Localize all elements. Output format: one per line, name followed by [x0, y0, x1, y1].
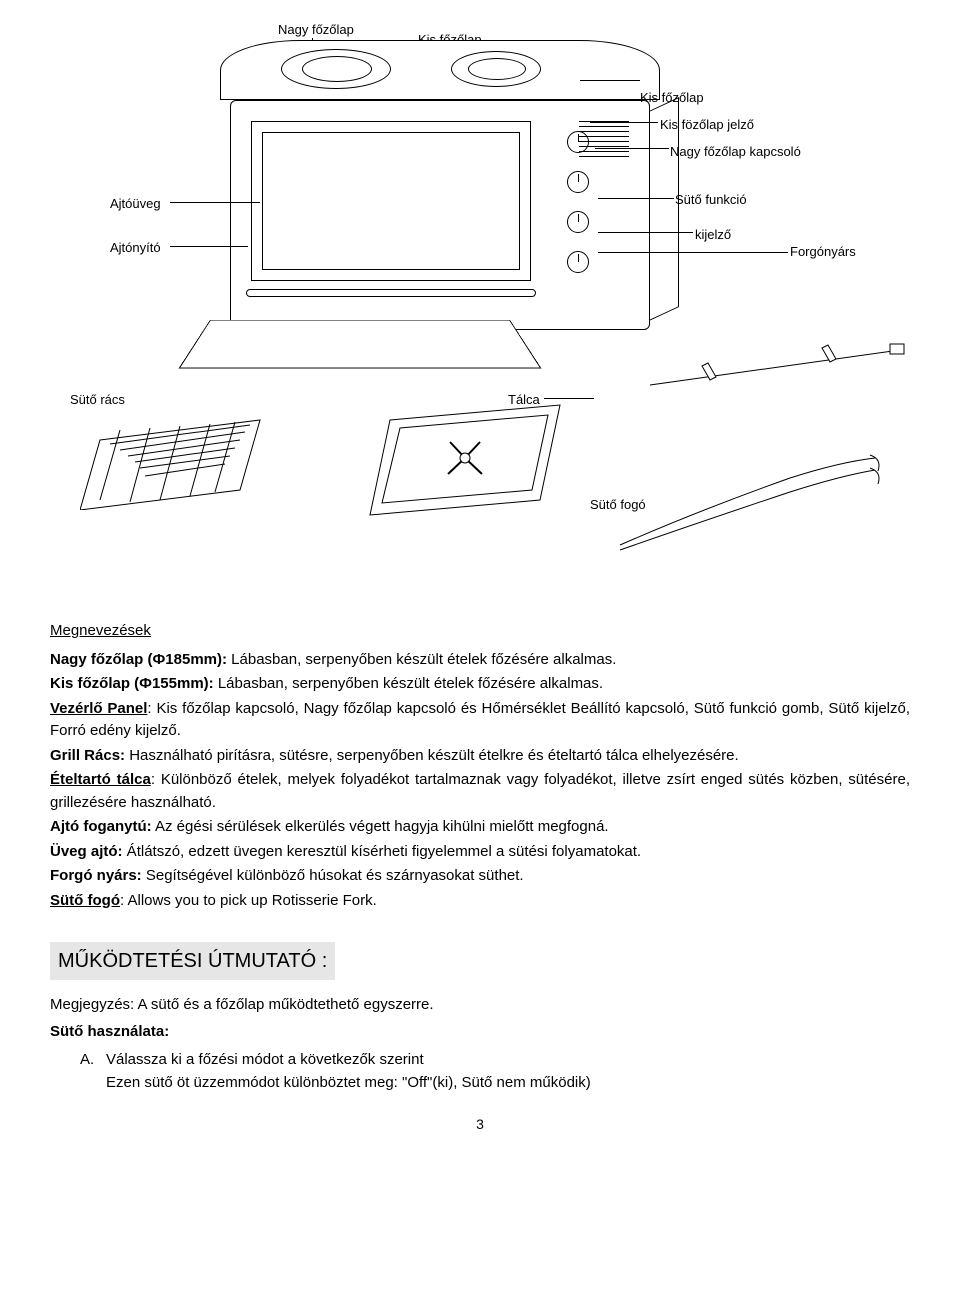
term-grill-racs: Grill Rács: [50, 747, 125, 764]
text-uveg-ajto: Átlátszó, edzett üvegen keresztül kísérh… [123, 843, 642, 860]
oven-door-open [179, 320, 542, 368]
control-knob-icon [567, 171, 589, 193]
text-forgo-nyars: Segítségével különböző húsokat és szárny… [142, 867, 524, 884]
term-nagy-fozolap: Nagy főzőlap (Ф185mm): [50, 651, 227, 668]
leader-line [170, 202, 260, 203]
usage-title: Sütő használata: [50, 1021, 910, 1044]
term-forgo-nyars: Forgó nyárs: [50, 867, 142, 884]
leader-line [598, 232, 693, 233]
text-eteltarto-talca: : Különböző ételek, melyek folyadékot ta… [50, 771, 910, 811]
text-nagy-fozolap: Lábasban, serpenyőben készült ételek főz… [227, 651, 616, 668]
leader-line [590, 122, 658, 123]
leader-line [170, 246, 248, 247]
term-vezerlo-panel: Vezérlő Panel [50, 700, 147, 717]
text-grill-racs: Használható pirításra, sütésre, serpenyő… [125, 747, 739, 764]
control-knob-icon [567, 251, 589, 273]
names-heading: Megnevezések [50, 620, 910, 643]
oven-top-surface [220, 40, 660, 100]
guide-note: Megjegyzés: A sütő és a főzőlap működtet… [50, 994, 910, 1017]
label-kis-fozolap-right: Kis főzőlap [640, 88, 704, 108]
diagram-area: Nagy főzőlap Kis főzőlap Burkolat [50, 20, 910, 610]
text-ajto-fogantyu: Az égési sérülések elkerülés végett hagy… [152, 818, 609, 835]
desc-nagy-fozolap: Nagy főzőlap (Ф185mm): Lábasban, serpeny… [50, 649, 910, 672]
label-forgo-nyars: Forgónyárs [790, 242, 856, 262]
leader-line [580, 80, 640, 81]
small-burner-icon [451, 51, 541, 87]
rotisserie-spit-icon [640, 340, 910, 400]
text-suto-fogo: : Allows you to pick up Rotisserie Fork. [120, 892, 377, 909]
label-suto-racs: Sütő rács [70, 390, 125, 410]
desc-ajto-fogantyu: Ajtó foganytú: Az égési sérülések elkerü… [50, 816, 910, 839]
term-uveg-ajto: Üveg ajtó: [50, 843, 123, 860]
leader-line [598, 252, 788, 253]
label-kijelzo: kijelző [695, 225, 731, 245]
oven-body [230, 100, 650, 330]
text-kis-fozolap: Lábasban, serpenyőben készült ételek főz… [214, 675, 603, 692]
vent-slots-icon [579, 121, 629, 161]
item-a-line1: Válassza ki a főzési módot a következők … [106, 1049, 591, 1072]
oven-window [251, 121, 531, 281]
leader-line [598, 198, 674, 199]
desc-kis-fozolap: Kis főzőlap (Ф155mm): Lábasban, serpenyő… [50, 673, 910, 696]
door-handle-icon [246, 289, 536, 297]
burner-ring [468, 58, 526, 80]
list-letter-a: A. [80, 1049, 106, 1094]
label-ajtouveg: Ajtóüveg [110, 194, 161, 214]
oven-tongs-icon [610, 450, 890, 560]
term-suto-fogo: Sütő fogó [50, 892, 120, 909]
baking-tray-icon [360, 400, 570, 520]
page-number: 3 [50, 1114, 910, 1135]
term-eteltarto-talca: Ételtartó tálca [50, 771, 151, 788]
label-suto-funkcio: Sütő funkció [675, 190, 747, 210]
label-kis-fozolap-jelzo: Kis fözőlap jelző [660, 115, 754, 135]
term-ajto-fogantyu: Ajtó foganytú: [50, 818, 152, 835]
desc-eteltarto-talca: Ételtartó tálca: Különböző ételek, melye… [50, 769, 910, 814]
oven-window-inner [262, 132, 520, 270]
item-a-line2: Ezen sütő öt üzzemmódot különböztet meg:… [106, 1072, 591, 1095]
leader-line [544, 398, 594, 399]
label-nagy-fozolap-kapcsolo: Nagy főzőlap kapcsoló [670, 142, 801, 162]
wire-rack-icon [80, 410, 280, 510]
burner-ring [302, 56, 372, 82]
large-burner-icon [281, 49, 391, 89]
operating-guide-heading: MŰKÖDTETÉSI ÚTMUTATÓ : [50, 942, 335, 980]
leader-line [595, 148, 669, 149]
desc-grill-racs: Grill Rács: Használható pirításra, sütés… [50, 745, 910, 768]
desc-forgo-nyars: Forgó nyárs: Segítségével különböző húso… [50, 865, 910, 888]
label-ajtonyito: Ajtónyító [110, 238, 161, 258]
list-item-a: A. Válassza ki a főzési módot a következ… [80, 1049, 910, 1094]
usage-title-bold: Sütő használata: [50, 1023, 169, 1040]
label-nagy-fozolap-top: Nagy főzőlap [278, 20, 354, 40]
desc-vezerlo-panel: Vezérlő Panel: Kis főzőlap kapcsoló, Nag… [50, 698, 910, 743]
desc-suto-fogo: Sütő fogó: Allows you to pick up Rotisse… [50, 890, 910, 913]
text-vezerlo-panel: : Kis főzőlap kapcsoló, Nagy főzőlap kap… [50, 700, 910, 740]
control-knob-icon [567, 211, 589, 233]
term-kis-fozolap: Kis főzőlap (Ф155mm): [50, 675, 214, 692]
desc-uveg-ajto: Üveg ajtó: Átlátszó, edzett üvegen keres… [50, 841, 910, 864]
